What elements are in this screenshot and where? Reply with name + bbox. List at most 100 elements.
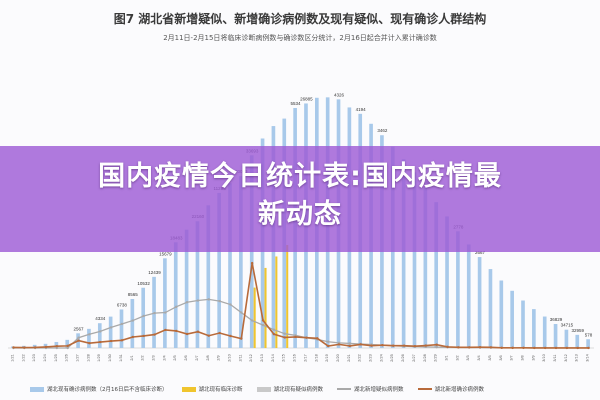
legend-swatch-3 bbox=[337, 388, 352, 390]
point-new-suspected-5 bbox=[66, 346, 69, 350]
bar-confirmed-16 bbox=[184, 229, 189, 348]
x-tick-label-43: 3/4 bbox=[477, 355, 481, 360]
x-tick-label-39: 2/29 bbox=[434, 354, 438, 361]
point-new-confirmed-34 bbox=[381, 343, 384, 347]
bar-confirmed-42 bbox=[466, 244, 471, 348]
point-new-confirmed-0 bbox=[12, 346, 15, 349]
point-new-suspected-22 bbox=[250, 319, 254, 322]
x-tick-label-27: 2/17 bbox=[303, 354, 307, 361]
point-new-confirmed-45 bbox=[500, 346, 503, 349]
point-new-confirmed-41 bbox=[457, 346, 460, 349]
x-tick-label-21: 2/11 bbox=[238, 354, 242, 361]
bar-confirmed-21 bbox=[239, 176, 243, 348]
bar-confirmed-12 bbox=[141, 287, 146, 348]
point-new-suspected-24 bbox=[272, 328, 276, 331]
bar-confirmed-8 bbox=[97, 323, 102, 348]
bar-clinical-23 bbox=[264, 267, 267, 348]
legend-swatch-2 bbox=[256, 386, 271, 392]
legend-label-3: 湖北新增疑似病例数 bbox=[354, 387, 404, 393]
x-tick-label-36: 2/26 bbox=[401, 354, 405, 361]
data-label-9: 34715 bbox=[561, 323, 574, 328]
x-tick-label-30: 2/20 bbox=[336, 354, 340, 361]
x-tick-label-35: 2/25 bbox=[390, 354, 394, 361]
point-new-suspected-31 bbox=[348, 342, 352, 345]
bar-confirmed-4 bbox=[54, 341, 59, 348]
bar-confirmed-14 bbox=[163, 258, 167, 348]
point-new-confirmed-12 bbox=[142, 334, 145, 338]
x-tick-label-12: 2/2 bbox=[141, 355, 145, 360]
bar-clinical-22 bbox=[253, 287, 256, 348]
bar-confirmed-17 bbox=[195, 221, 200, 348]
x-tick-label-46: 3/7 bbox=[510, 355, 514, 360]
headline-text: 国内疫情今日统计表:国内疫情最 新动态 bbox=[40, 158, 560, 234]
point-new-confirmed-51 bbox=[565, 346, 569, 350]
point-new-confirmed-52 bbox=[576, 346, 579, 350]
point-new-suspected-16 bbox=[185, 301, 189, 304]
point-new-confirmed-3 bbox=[44, 345, 48, 349]
data-label-18: 12439 bbox=[148, 270, 161, 275]
point-new-confirmed-36 bbox=[402, 344, 406, 347]
data-label-22: 4334 bbox=[95, 316, 106, 321]
point-new-suspected-23 bbox=[261, 323, 265, 327]
point-new-suspected-10 bbox=[120, 322, 124, 326]
x-tick-label-26: 2/16 bbox=[293, 354, 297, 361]
point-new-confirmed-46 bbox=[511, 346, 514, 350]
point-new-confirmed-10 bbox=[120, 339, 124, 342]
point-new-confirmed-38 bbox=[424, 344, 427, 347]
point-new-suspected-13 bbox=[153, 311, 156, 315]
x-tick-label-29: 2/19 bbox=[325, 354, 329, 361]
chart-legend: 湖北现有确诊病例数（2月16日后不含临床诊断） 湖北现有临床诊断 湖北现有疑似病例数… bbox=[30, 382, 590, 396]
point-new-confirmed-20 bbox=[229, 334, 232, 338]
bar-confirmed-38 bbox=[423, 187, 428, 348]
legend-label-1: 湖北现有临床诊断 bbox=[198, 387, 243, 393]
bar-confirmed-19 bbox=[217, 192, 221, 348]
bar-confirmed-40 bbox=[445, 216, 449, 348]
bar-confirmed-46 bbox=[510, 290, 514, 348]
legend-swatch-1 bbox=[181, 386, 196, 392]
point-new-confirmed-16 bbox=[185, 332, 189, 336]
point-new-confirmed-4 bbox=[55, 344, 59, 348]
point-new-suspected-7 bbox=[88, 333, 91, 336]
x-tick-label-13: 2/3 bbox=[152, 355, 156, 360]
x-tick-label-25: 2/15 bbox=[282, 354, 286, 361]
x-tick-label-44: 3/5 bbox=[488, 355, 492, 360]
point-new-confirmed-5 bbox=[66, 344, 69, 348]
point-new-confirmed-44 bbox=[489, 346, 493, 349]
bar-confirmed-47 bbox=[521, 300, 525, 348]
bar-confirmed-45 bbox=[499, 280, 504, 348]
bar-confirmed-39 bbox=[434, 202, 439, 348]
x-tick-label-22: 2/12 bbox=[249, 354, 253, 361]
point-new-confirmed-42 bbox=[468, 346, 471, 349]
bar-confirmed-9 bbox=[108, 316, 113, 348]
legend-item-2: 湖北现有疑似病例数 bbox=[256, 385, 324, 393]
bar-confirmed-5 bbox=[65, 339, 70, 348]
point-new-confirmed-8 bbox=[99, 340, 102, 344]
point-new-suspected-29 bbox=[326, 340, 330, 343]
legend-item-3: 湖北新增疑似病例数 bbox=[337, 385, 404, 393]
bar-confirmed-50 bbox=[553, 323, 558, 348]
point-new-confirmed-14 bbox=[164, 328, 167, 332]
line-new-confirmed bbox=[13, 262, 589, 349]
point-new-suspected-11 bbox=[131, 319, 134, 322]
data-label-2: 4326 bbox=[334, 92, 345, 97]
point-new-suspected-14 bbox=[164, 311, 167, 314]
point-new-confirmed-39 bbox=[435, 343, 438, 346]
point-new-confirmed-35 bbox=[392, 344, 395, 347]
point-new-suspected-20 bbox=[229, 303, 232, 306]
legend-label-2: 湖北现有疑似病例数 bbox=[273, 387, 324, 393]
bar-confirmed-7 bbox=[87, 328, 91, 348]
bar-confirmed-48 bbox=[532, 309, 536, 348]
point-new-confirmed-53 bbox=[587, 346, 590, 350]
data-label-12: 26885 bbox=[300, 96, 313, 101]
chart-subtitle: 2月11日-2月15日将临床诊断病例数与确诊数区分统计，2月16日起合并计入累计… bbox=[163, 34, 437, 42]
data-label-7: 2667 bbox=[475, 250, 486, 255]
point-new-confirmed-48 bbox=[533, 346, 536, 350]
point-new-suspected-19 bbox=[218, 299, 221, 303]
point-new-confirmed-11 bbox=[131, 335, 134, 339]
point-new-confirmed-32 bbox=[359, 343, 362, 346]
point-new-confirmed-30 bbox=[337, 343, 341, 346]
legend-swatch-4 bbox=[417, 388, 432, 390]
data-label-17: 15679 bbox=[159, 251, 172, 256]
x-tick-label-40: 3/1 bbox=[445, 355, 449, 360]
